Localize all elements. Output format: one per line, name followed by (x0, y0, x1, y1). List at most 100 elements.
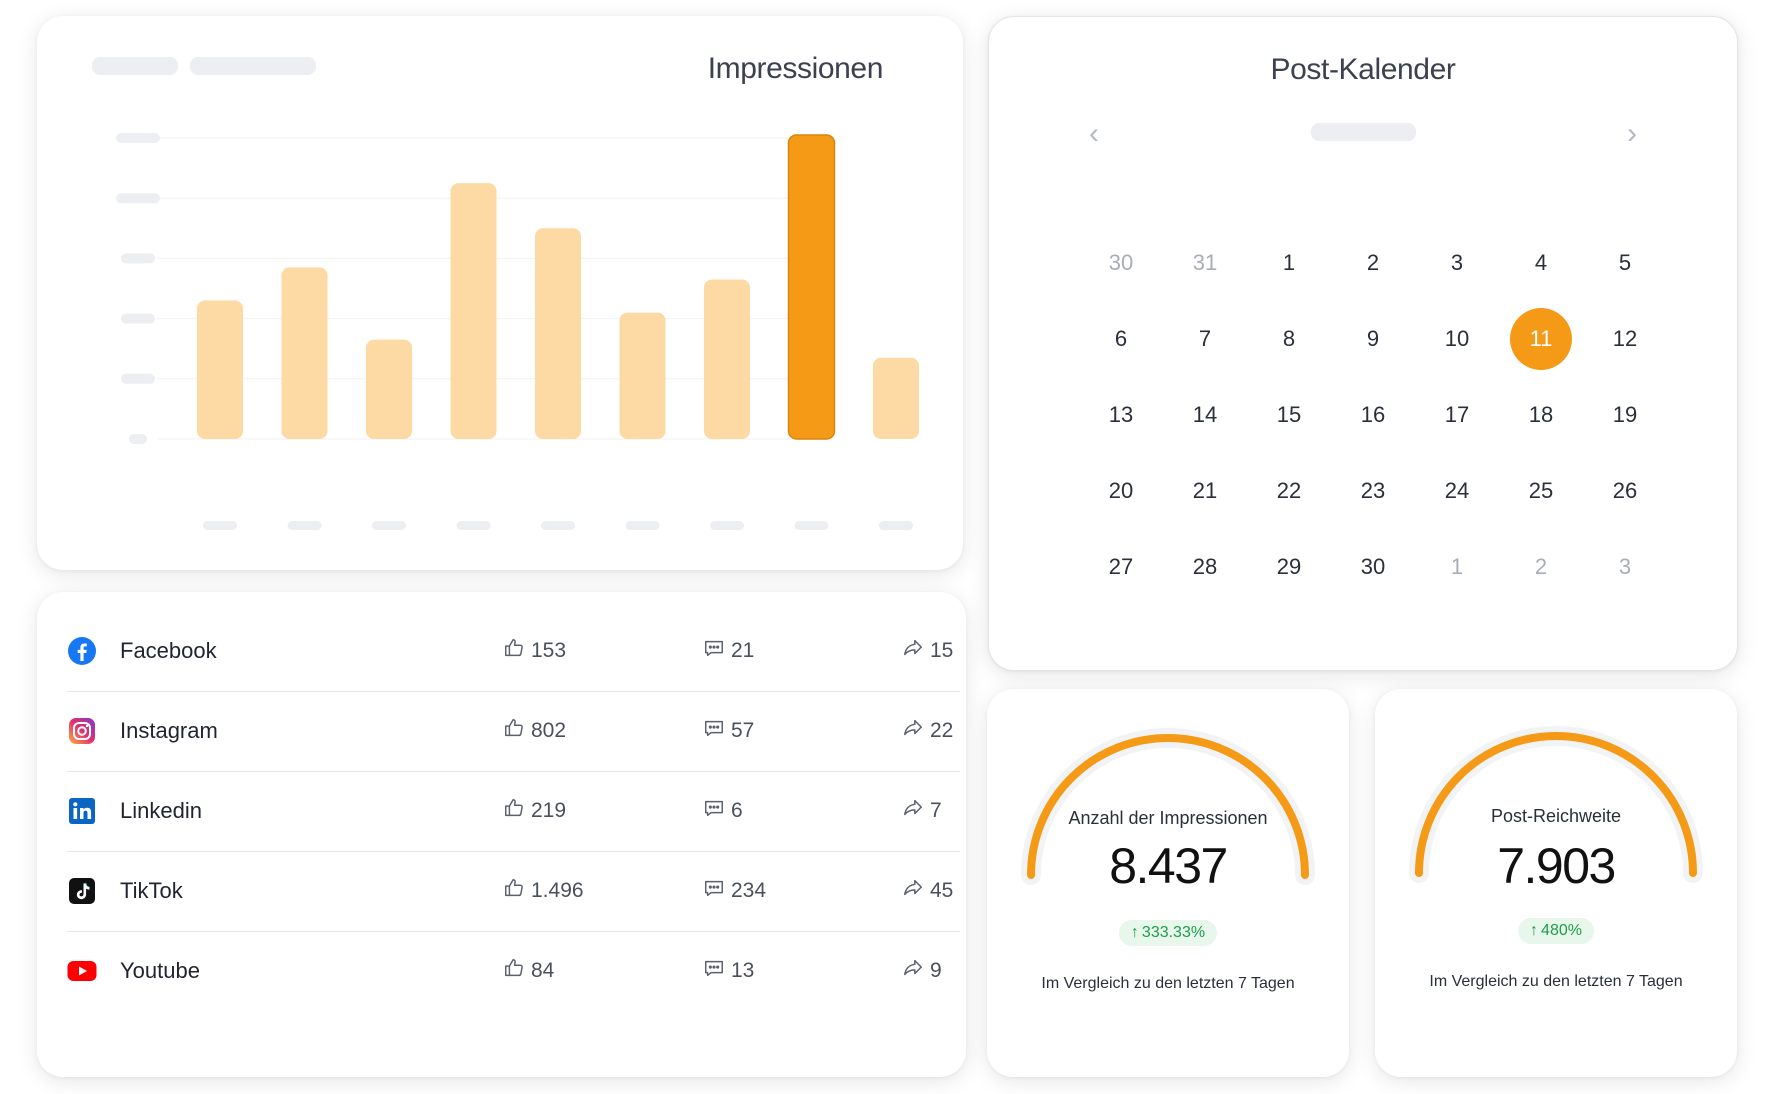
table-row[interactable]: Linkedin 219 6 7 (67, 770, 960, 852)
calendar-day[interactable]: 14 (1163, 377, 1247, 453)
calendar-day[interactable]: 9 (1331, 301, 1415, 377)
calendar-day-number: 2 (1534, 554, 1548, 579)
calendar-day[interactable]: 5 (1583, 225, 1667, 301)
filter-placeholder-1 (92, 57, 178, 75)
calendar-day[interactable]: 1 (1415, 529, 1499, 605)
calendar-day[interactable]: 10 (1415, 301, 1499, 377)
bar[interactable] (873, 357, 919, 439)
likes-metric: 153 (503, 637, 566, 665)
calendar-day-selected[interactable]: 11 (1499, 301, 1583, 377)
calendar-day-number: 6 (1114, 326, 1128, 351)
calendar-day[interactable]: 4 (1499, 225, 1583, 301)
chevron-left-icon[interactable]: ‹ (1089, 117, 1099, 150)
thumbs-up-icon (503, 637, 525, 665)
calendar-day-number: 26 (1612, 478, 1638, 503)
calendar-day-number: 7 (1198, 326, 1212, 351)
calendar-day-number: 28 (1192, 554, 1218, 579)
bar[interactable] (787, 134, 836, 440)
comparison-text: Im Vergleich zu den letzten 7 Tagen (1429, 973, 1683, 990)
calendar-day-number: 19 (1612, 402, 1638, 427)
calendar-day[interactable]: 13 (1079, 377, 1163, 453)
bar[interactable] (704, 279, 750, 439)
arrow-up-icon: ↑ (1130, 924, 1139, 941)
bar[interactable] (535, 228, 581, 439)
network-name: Facebook (120, 638, 217, 663)
bar[interactable] (366, 339, 412, 439)
calendar-day[interactable]: 15 (1247, 377, 1331, 453)
calendar-day[interactable]: 18 (1499, 377, 1583, 453)
gauge-value: 8.437 (1109, 838, 1228, 894)
calendar-day[interactable]: 16 (1331, 377, 1415, 453)
y-tick-placeholder (121, 253, 155, 264)
likes-metric: 802 (503, 717, 566, 745)
calendar-day[interactable]: 6 (1079, 301, 1163, 377)
likes-count: 219 (531, 799, 567, 822)
share-icon (902, 797, 924, 825)
calendar-day[interactable]: 27 (1079, 529, 1163, 605)
calendar-day[interactable]: 1 (1247, 225, 1331, 301)
table-row[interactable]: Instagram 802 57 22 (67, 690, 960, 772)
bar[interactable] (619, 312, 666, 439)
calendar-day-number: 30 (1108, 250, 1134, 275)
calendar-day-number: 25 (1528, 478, 1554, 503)
calendar-day[interactable]: 22 (1247, 453, 1331, 529)
share-icon (902, 717, 924, 745)
shares-count: 22 (930, 719, 954, 742)
calendar-day[interactable]: 24 (1415, 453, 1499, 529)
shares-count: 7 (930, 799, 942, 822)
calendar-day[interactable]: 3 (1415, 225, 1499, 301)
comment-icon (703, 957, 725, 985)
calendar-day[interactable]: 30 (1331, 529, 1415, 605)
calendar-day[interactable]: 28 (1163, 529, 1247, 605)
post-calendar-card: Post-Kalender ‹ › 30 31 1 2 3 4 5 6 7 8 9 10 11 12 13 1… (988, 16, 1738, 671)
calendar-day-number: 12 (1612, 326, 1638, 351)
bar[interactable] (450, 183, 497, 439)
x-tick-placeholder (456, 521, 491, 530)
calendar-day[interactable]: 26 (1583, 453, 1667, 529)
likes-count: 84 (531, 959, 555, 982)
thumbs-up-icon (503, 957, 525, 985)
row-divider (67, 691, 960, 692)
change-badge: ↑ 480% (1518, 918, 1594, 944)
table-row[interactable]: Facebook 153 21 15 (67, 610, 960, 692)
calendar-day-number: 31 (1192, 250, 1218, 275)
calendar-day-number: 29 (1276, 554, 1302, 579)
comments-metric: 234 (703, 877, 766, 905)
calendar-day[interactable]: 30 (1079, 225, 1163, 301)
y-tick-placeholder (121, 313, 155, 324)
calendar-day-number: 15 (1276, 402, 1302, 427)
calendar-day[interactable]: 8 (1247, 301, 1331, 377)
calendar-day-number: 23 (1360, 478, 1386, 503)
calendar-day[interactable]: 2 (1499, 529, 1583, 605)
x-tick-placeholder (625, 521, 660, 530)
calendar-day[interactable]: 2 (1331, 225, 1415, 301)
gauge-value: 7.903 (1497, 838, 1616, 894)
calendar-day[interactable]: 25 (1499, 453, 1583, 529)
calendar-day[interactable]: 20 (1079, 453, 1163, 529)
filter-placeholder-2 (190, 57, 316, 75)
calendar-day[interactable]: 29 (1247, 529, 1331, 605)
calendar-day[interactable]: 3 (1583, 529, 1667, 605)
calendar-day[interactable]: 31 (1163, 225, 1247, 301)
calendar-day[interactable]: 7 (1163, 301, 1247, 377)
calendar-day[interactable]: 12 (1583, 301, 1667, 377)
change-value: 480% (1541, 922, 1582, 939)
x-tick-placeholder (710, 521, 744, 530)
table-row[interactable]: Youtube 84 13 9 (67, 930, 960, 1012)
share-icon (902, 957, 924, 985)
bar[interactable] (281, 267, 328, 439)
calendar-day-number: 17 (1444, 402, 1470, 427)
calendar-day-number: 3 (1618, 554, 1632, 579)
month-placeholder (1311, 123, 1416, 141)
chevron-right-icon[interactable]: › (1627, 117, 1637, 150)
bar[interactable] (197, 300, 243, 439)
likes-metric: 1.496 (503, 877, 584, 905)
calendar-day[interactable]: 19 (1583, 377, 1667, 453)
calendar-day[interactable]: 23 (1331, 453, 1415, 529)
table-row[interactable]: TikTok 1.496 234 45 (67, 850, 960, 932)
share-icon (902, 877, 924, 905)
arrow-up-icon: ↑ (1530, 922, 1539, 939)
calendar-day[interactable]: 17 (1415, 377, 1499, 453)
linkedin-icon (67, 796, 97, 826)
calendar-day[interactable]: 21 (1163, 453, 1247, 529)
